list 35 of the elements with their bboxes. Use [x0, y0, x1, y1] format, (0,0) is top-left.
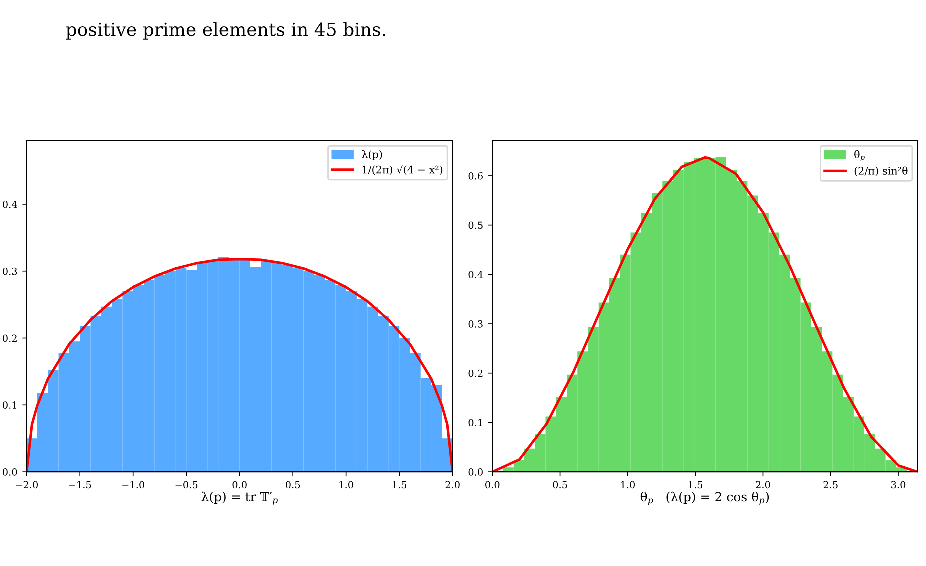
x-tick-label: −1.5 [69, 481, 92, 489]
y-tick-label: 0.6 [468, 172, 483, 180]
legend-label: (2/π) sin²θ [854, 166, 908, 176]
legend-label: θ$_{p}$ [854, 150, 865, 162]
y-tick-label: 0.1 [468, 419, 482, 427]
x-tick-label: 1.0 [621, 481, 636, 489]
x-axis-title: λ(p) = tr 𝕋′$_{p}$ [202, 492, 278, 506]
x-tick-label: 0.0 [486, 481, 500, 489]
x-tick-label: 0.0 [232, 481, 247, 489]
y-tick-label: 0.2 [468, 370, 483, 378]
x-tick-label: −2.0 [16, 481, 38, 489]
x-tick-label: 0.5 [286, 481, 300, 489]
x-tick-label: 2.0 [756, 481, 770, 489]
x-tick-label: 1.5 [393, 481, 407, 489]
x-tick-label: −1.0 [122, 481, 144, 489]
y-tick-label: 0.1 [3, 402, 16, 409]
y-tick-label: 0.5 [468, 222, 483, 230]
x-tick-label: 0.5 [553, 481, 568, 489]
legend-label: λ(p) [362, 150, 382, 160]
y-tick-label: 0.0 [468, 468, 483, 476]
y-tick-label: 0.4 [468, 271, 484, 278]
y-tick-label: 0.4 [3, 200, 18, 208]
x-tick-label: −0.5 [176, 481, 198, 489]
x-tick-label: 2.5 [824, 481, 838, 489]
y-tick-label: 0.0 [3, 468, 18, 476]
x-tick-label: 1.5 [689, 481, 703, 489]
x-tick-label: 2.0 [446, 481, 460, 489]
y-tick-label: 0.2 [3, 334, 17, 342]
text: θ$_{p}$ (λ(p) = 2 cos θ$_{p}$) [640, 492, 770, 506]
x-tick-label: 3.0 [892, 481, 906, 489]
y-tick-label: 0.3 [468, 320, 483, 328]
x-tick-label: 1.0 [340, 481, 354, 489]
y-tick-label: 0.3 [3, 268, 18, 276]
legend-label: 1/(2π) √(4 − x²) [362, 165, 443, 176]
text: positive prime elements in 45 bins. [66, 22, 386, 40]
